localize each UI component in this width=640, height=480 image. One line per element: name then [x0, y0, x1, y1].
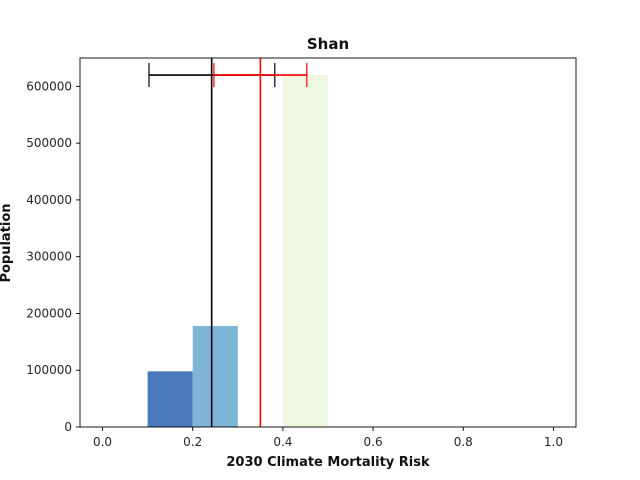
- x-tick-label: 0.6: [364, 435, 383, 449]
- y-tick-label: 200000: [26, 306, 72, 320]
- y-axis-title: Population: [0, 203, 14, 282]
- y-tick-label: 600000: [26, 79, 72, 93]
- y-tick-label: 500000: [26, 136, 72, 150]
- plot-frame: [79, 57, 577, 428]
- x-tick-label: 1.0: [544, 435, 563, 449]
- plot-area: 0.0 0.2 0.4 0.6 0.8 1.0 0 100000 200000 300000 400…: [26, 57, 577, 449]
- histogram-bar: [147, 371, 193, 427]
- x-axis-title: 2030 Climate Mortality Risk: [226, 455, 430, 470]
- chart-title: Shan: [307, 35, 349, 53]
- x-tick-label: 0.4: [273, 435, 292, 449]
- x-tick-label: 0.0: [93, 435, 112, 449]
- y-tick-label: 300000: [26, 250, 72, 264]
- x-tick-label: 0.2: [183, 435, 202, 449]
- y-tick-label: 400000: [26, 193, 72, 207]
- x-tick-label: 0.8: [454, 435, 473, 449]
- histogram-bar: [192, 325, 238, 427]
- y-tick-label: 0: [64, 420, 72, 434]
- histogram-bar: [282, 75, 328, 428]
- y-tick-label: 100000: [26, 363, 72, 377]
